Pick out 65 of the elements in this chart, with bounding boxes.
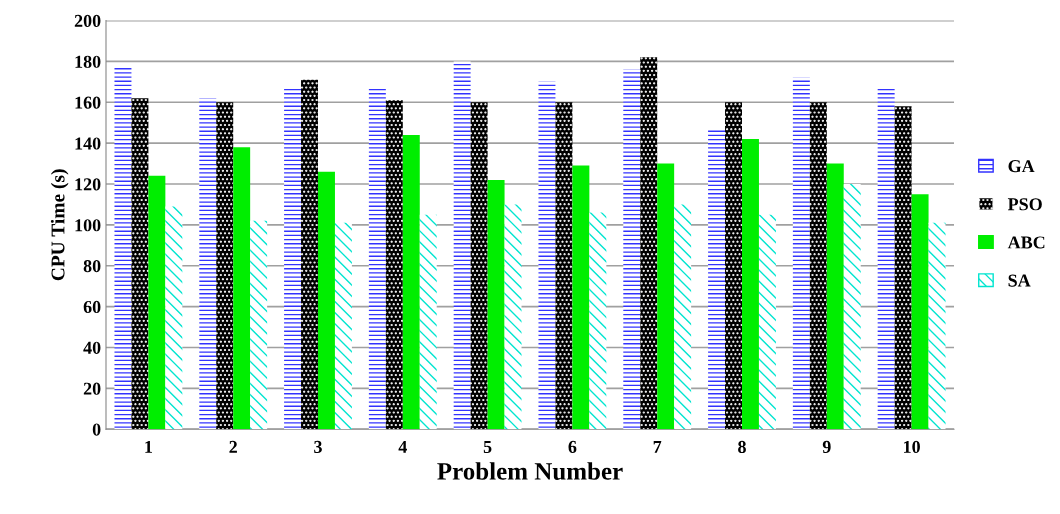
y-tick-label: 120 [75,178,101,191]
y-tick-label: 100 [75,219,101,232]
bar [165,206,183,430]
bar [928,222,946,430]
bar [487,179,505,430]
bar [826,163,844,430]
y-tick-label: 140 [75,137,101,150]
bar [114,67,132,430]
y-tick-label: 40 [83,341,101,354]
bar [318,171,335,430]
bar [402,134,420,430]
bar [385,100,403,430]
bar [809,102,827,430]
bar [623,69,641,430]
bar [572,165,590,430]
bar [419,214,437,430]
bar [301,79,318,430]
legend-label: PSO [1007,198,1042,211]
bar [470,102,488,430]
bar [640,57,658,430]
bar [334,222,352,430]
y-tick-label: 180 [75,55,101,68]
bar [758,214,776,430]
x-tick-label: 2 [229,440,237,453]
y-tick-label: 80 [83,260,101,273]
x-tick-label: 5 [483,441,492,454]
bar [555,102,573,430]
x-tick-label: 10 [904,440,920,454]
bar [894,106,912,430]
bar [877,87,895,430]
x-tick-label: 7 [653,441,662,453]
bar [742,139,759,430]
y-tick-label: 0 [92,423,101,436]
legend-label: ABC [1007,236,1045,249]
legend-label: GA [1008,160,1035,173]
bar [250,220,268,430]
bar [538,81,556,430]
x-tick-label: 1 [145,440,152,453]
x-axis-title: Problem Number [437,462,623,480]
bar [589,212,607,430]
x-tick-label: 4 [398,440,407,453]
bar [792,77,810,430]
bar [216,102,234,430]
bar [199,98,217,430]
x-tick-label: 9 [822,440,831,454]
x-tick-label: 8 [738,440,746,454]
y-tick-label: 200 [74,14,101,27]
bar [504,204,522,430]
x-tick-label: 6 [568,440,577,454]
bar [708,128,726,430]
bar [843,184,861,430]
y-axis-title: CPU Time (s) [50,169,69,281]
x-tick-label: 3 [314,440,322,454]
bar [911,194,929,430]
bar [233,147,251,430]
bar [148,175,166,430]
y-tick-label: 60 [83,300,101,314]
y-tick-label: 160 [75,96,101,109]
bar [674,204,692,430]
legend-label: SA [1008,274,1031,287]
bar [725,102,742,430]
bar [131,98,149,430]
bar [657,163,675,430]
bar [453,61,471,430]
y-tick-label: 20 [83,382,101,395]
